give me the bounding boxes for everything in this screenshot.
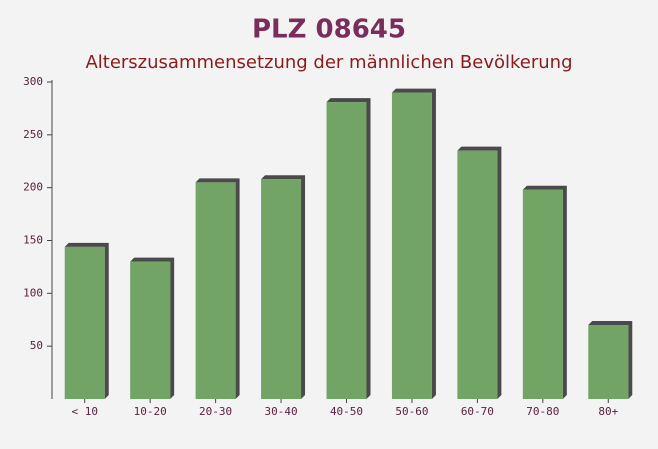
- x-tick-label: 70-80: [526, 405, 559, 418]
- x-tick-label: 20-30: [199, 405, 232, 418]
- bar: [522, 189, 563, 399]
- y-tick-label: 50: [30, 339, 43, 352]
- chart-title: PLZ 08645: [252, 15, 406, 45]
- y-tick-label: 300: [23, 75, 43, 88]
- x-tick-label: 50-60: [395, 405, 428, 418]
- bar: [261, 179, 302, 399]
- x-tick-label: 40-50: [330, 405, 363, 418]
- y-tick-label: 250: [23, 128, 43, 141]
- y-tick-label: 100: [23, 286, 43, 299]
- bar: [195, 182, 236, 399]
- bar: [130, 261, 171, 399]
- bar: [588, 325, 629, 399]
- bar: [457, 150, 498, 399]
- x-tick-label: 60-70: [461, 405, 494, 418]
- chart-subtitle: Alterszusammensetzung der männlichen Bev…: [85, 52, 572, 73]
- bar: [391, 92, 432, 400]
- bar: [326, 102, 367, 400]
- bar: [64, 246, 105, 399]
- x-tick-label: 80+: [598, 405, 618, 418]
- y-tick-label: 150: [23, 234, 43, 247]
- x-tick-label: < 10: [71, 405, 98, 418]
- y-tick-label: 200: [23, 181, 43, 194]
- x-tick-label: 10-20: [134, 405, 167, 418]
- x-tick-label: 30-40: [264, 405, 297, 418]
